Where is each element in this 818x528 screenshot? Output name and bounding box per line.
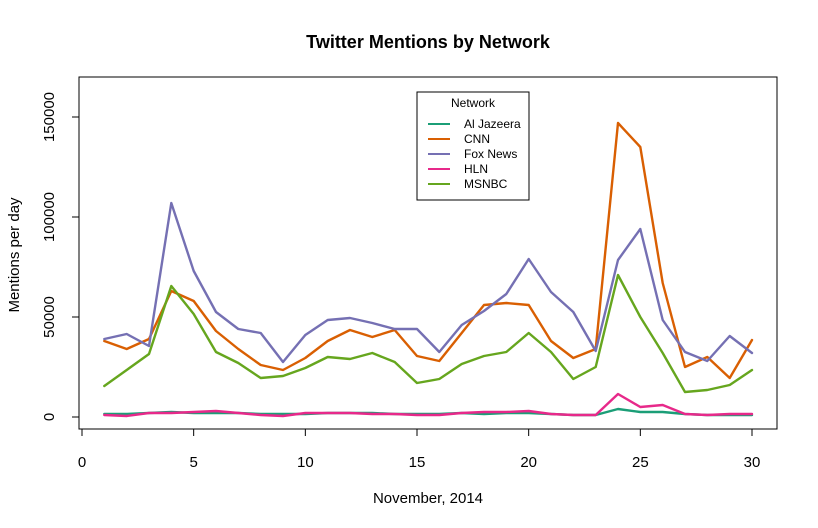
x-axis-label: November, 2014 [373,490,483,507]
x-tick-label: 30 [744,454,761,471]
legend-box [416,91,530,201]
legend-entry: CNN [464,132,490,146]
chart-title: Twitter Mentions by Network [306,32,551,52]
y-tick-label: 50000 [41,296,58,338]
series-line-msnbc [103,273,754,394]
x-tick-label: 0 [78,454,86,471]
x-axis: 0 5 10 15 20 25 30 [78,428,761,471]
x-tick-label: 10 [297,454,314,471]
series-layer [103,121,754,418]
y-axis-label: Mentions per day [6,197,23,313]
legend-entry: Al Jazeera [464,117,521,131]
x-tick-label: 15 [409,454,426,471]
legend-entry: Fox News [464,147,517,161]
x-tick-label: 25 [632,454,649,471]
legend-entry: HLN [464,162,488,176]
x-tick-label: 20 [520,454,537,471]
x-tick-label: 5 [189,454,197,471]
series-line-hln [103,392,754,418]
y-tick-label: 150000 [41,92,58,142]
series-line-fox-news [103,201,754,364]
legend-entry: MSNBC [464,177,508,191]
legend-title: Network [451,96,496,110]
y-axis: 0 50000 100000 150000 [41,92,80,421]
plot-area [78,76,778,430]
y-tick-label: 100000 [41,192,58,242]
y-tick-label: 0 [41,413,58,421]
series-line-cnn [103,121,754,380]
